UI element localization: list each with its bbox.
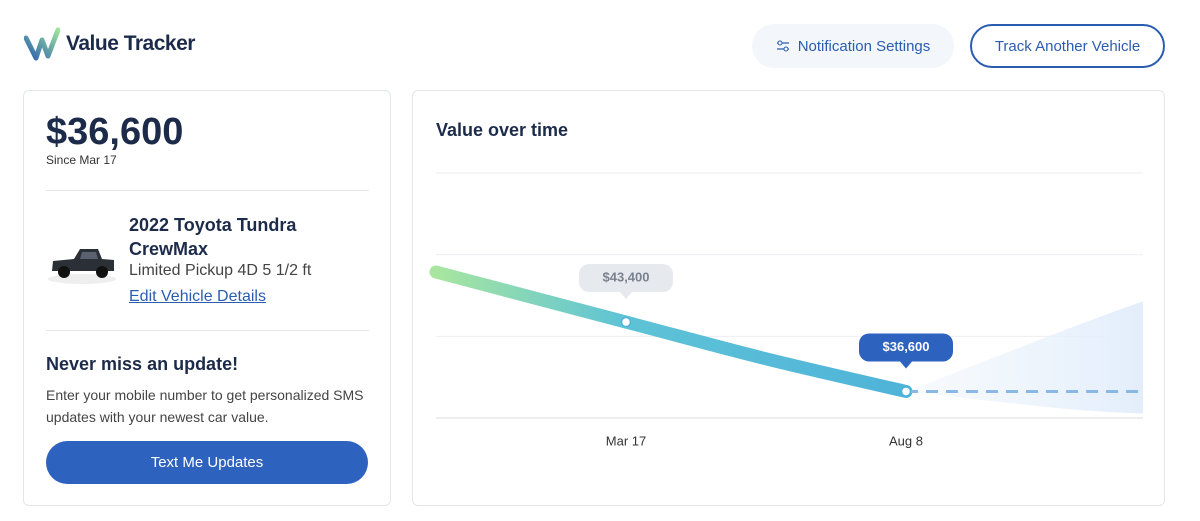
logo-text: Value Tracker (66, 32, 195, 55)
logo-icon (24, 27, 60, 61)
x-tick-label: Aug 8 (889, 433, 923, 448)
button-label: Track Another Vehicle (994, 37, 1141, 55)
promo-title: Never miss an update! (46, 354, 239, 374)
divider (46, 330, 369, 331)
data-point (620, 316, 632, 328)
divider (46, 190, 369, 191)
settings-icon (776, 40, 789, 52)
x-tick-label: Mar 17 (606, 433, 646, 448)
chart: Value over time Mar 17 Aug 8 $43,400 $36,60… (429, 120, 1143, 448)
tooltip-bubble (859, 333, 953, 369)
text-me-button[interactable]: Text Me Updates (46, 441, 368, 484)
promo-text: Enter your mobile number to get personal… (46, 387, 364, 425)
forecast-band (906, 301, 1143, 414)
data-point (900, 386, 912, 397)
logo[interactable]: Value Tracker (24, 26, 195, 62)
chart-card: Value over time Mar 17 Aug 8 $43,400 $36,60… (412, 90, 1165, 506)
chart-title: Value over time (436, 120, 568, 140)
since-label: Since Mar 17 (46, 153, 117, 167)
value-label: $36,600 (883, 339, 930, 354)
button-label: Notification Settings (797, 37, 931, 55)
tooltip-bubble (579, 264, 673, 300)
edit-link[interactable]: Edit Vehicle Details (129, 288, 266, 305)
track-button[interactable]: Track Another Vehicle (970, 24, 1165, 68)
vehicle-image (48, 249, 116, 284)
notification-button[interactable]: Notification Settings (752, 24, 954, 68)
value-line (429, 265, 913, 398)
vehicle-trim: Limited Pickup 4D 5 1/2 ft (129, 262, 312, 279)
vehicle-title: 2022 Toyota Tundra CrewMax (129, 215, 297, 259)
current-value: $36,600 (46, 111, 184, 153)
summary-card: $36,600 Since Mar 17 2022 Toyota Tundra … (23, 90, 391, 506)
value-label: $43,400 (603, 269, 650, 284)
